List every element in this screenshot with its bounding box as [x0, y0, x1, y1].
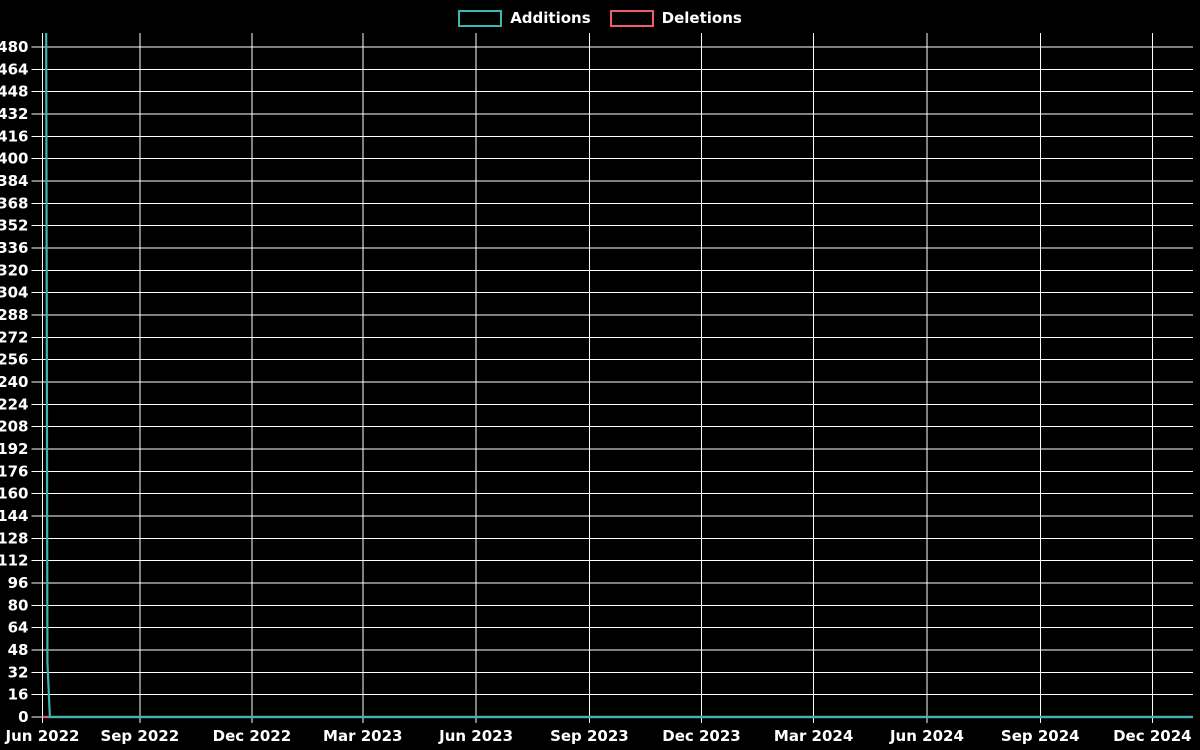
legend-item-deletions[interactable]: Deletions	[609, 8, 742, 27]
y-axis-tick-label: 304	[0, 284, 29, 302]
y-axis-tick-label: 192	[0, 440, 29, 458]
y-axis-tick-label: 160	[0, 485, 29, 503]
y-axis-tick-label: 416	[0, 127, 29, 145]
y-axis-tick-label: 208	[0, 418, 29, 436]
y-axis-tick-label: 320	[0, 261, 29, 279]
y-axis-tick-label: 224	[0, 395, 29, 413]
x-axis-tick-label: Jun 2022	[5, 727, 80, 745]
y-axis-tick-label: 176	[0, 462, 29, 480]
additions-line	[45, 32, 1193, 719]
x-axis-tick-label: Jun 2024	[889, 727, 964, 745]
deletions-swatch-icon	[609, 9, 654, 27]
y-axis-tick-label: 16	[8, 686, 29, 704]
y-axis-tick-label: 400	[0, 150, 29, 168]
y-axis-tick-label: 384	[0, 172, 29, 190]
x-axis-tick-label: Dec 2024	[1113, 727, 1192, 745]
x-axis-tick-label: Jun 2023	[438, 727, 513, 745]
y-axis-tick-label: 480	[0, 38, 29, 56]
additions-swatch-icon	[458, 9, 503, 27]
y-axis-tick-label: 272	[0, 328, 29, 346]
x-axis-tick-label: Sep 2024	[1001, 727, 1080, 745]
y-axis-tick-label: 80	[8, 596, 29, 614]
x-axis-tick-label: Sep 2023	[550, 727, 629, 745]
y-axis-tick-label: 96	[8, 574, 29, 592]
y-axis-tick-label: 128	[0, 529, 29, 547]
legend-label-additions: Additions	[510, 8, 591, 27]
x-axis-tick-label: Sep 2022	[100, 727, 179, 745]
y-axis-tick-label: 368	[0, 194, 29, 212]
legend-label-deletions: Deletions	[661, 8, 742, 27]
y-axis-tick-label: 64	[8, 619, 29, 637]
y-axis-tick-label: 240	[0, 373, 29, 391]
legend-item-additions[interactable]: Additions	[458, 8, 591, 27]
chart-legend: Additions Deletions	[0, 7, 1200, 29]
y-axis-tick-label: 256	[0, 351, 29, 369]
y-axis-tick-label: 48	[8, 641, 29, 659]
y-axis-tick-label: 32	[8, 663, 29, 681]
y-axis-tick-label: 464	[0, 60, 29, 78]
y-axis-tick-label: 144	[0, 507, 29, 525]
x-axis-tick-label: Dec 2022	[213, 727, 292, 745]
y-axis-tick-label: 288	[0, 306, 29, 324]
y-axis-tick-label: 448	[0, 83, 29, 101]
y-axis-tick-label: 112	[0, 552, 29, 570]
y-axis-tick-label: 352	[0, 217, 29, 235]
y-axis-tick-label: 432	[0, 105, 29, 123]
y-axis-tick-label: 0	[18, 708, 28, 726]
x-axis-tick-label: Mar 2024	[774, 727, 853, 745]
y-axis-tick-label: 336	[0, 239, 29, 257]
x-axis-tick-label: Dec 2023	[662, 727, 741, 745]
x-axis-tick-label: Mar 2023	[323, 727, 402, 745]
